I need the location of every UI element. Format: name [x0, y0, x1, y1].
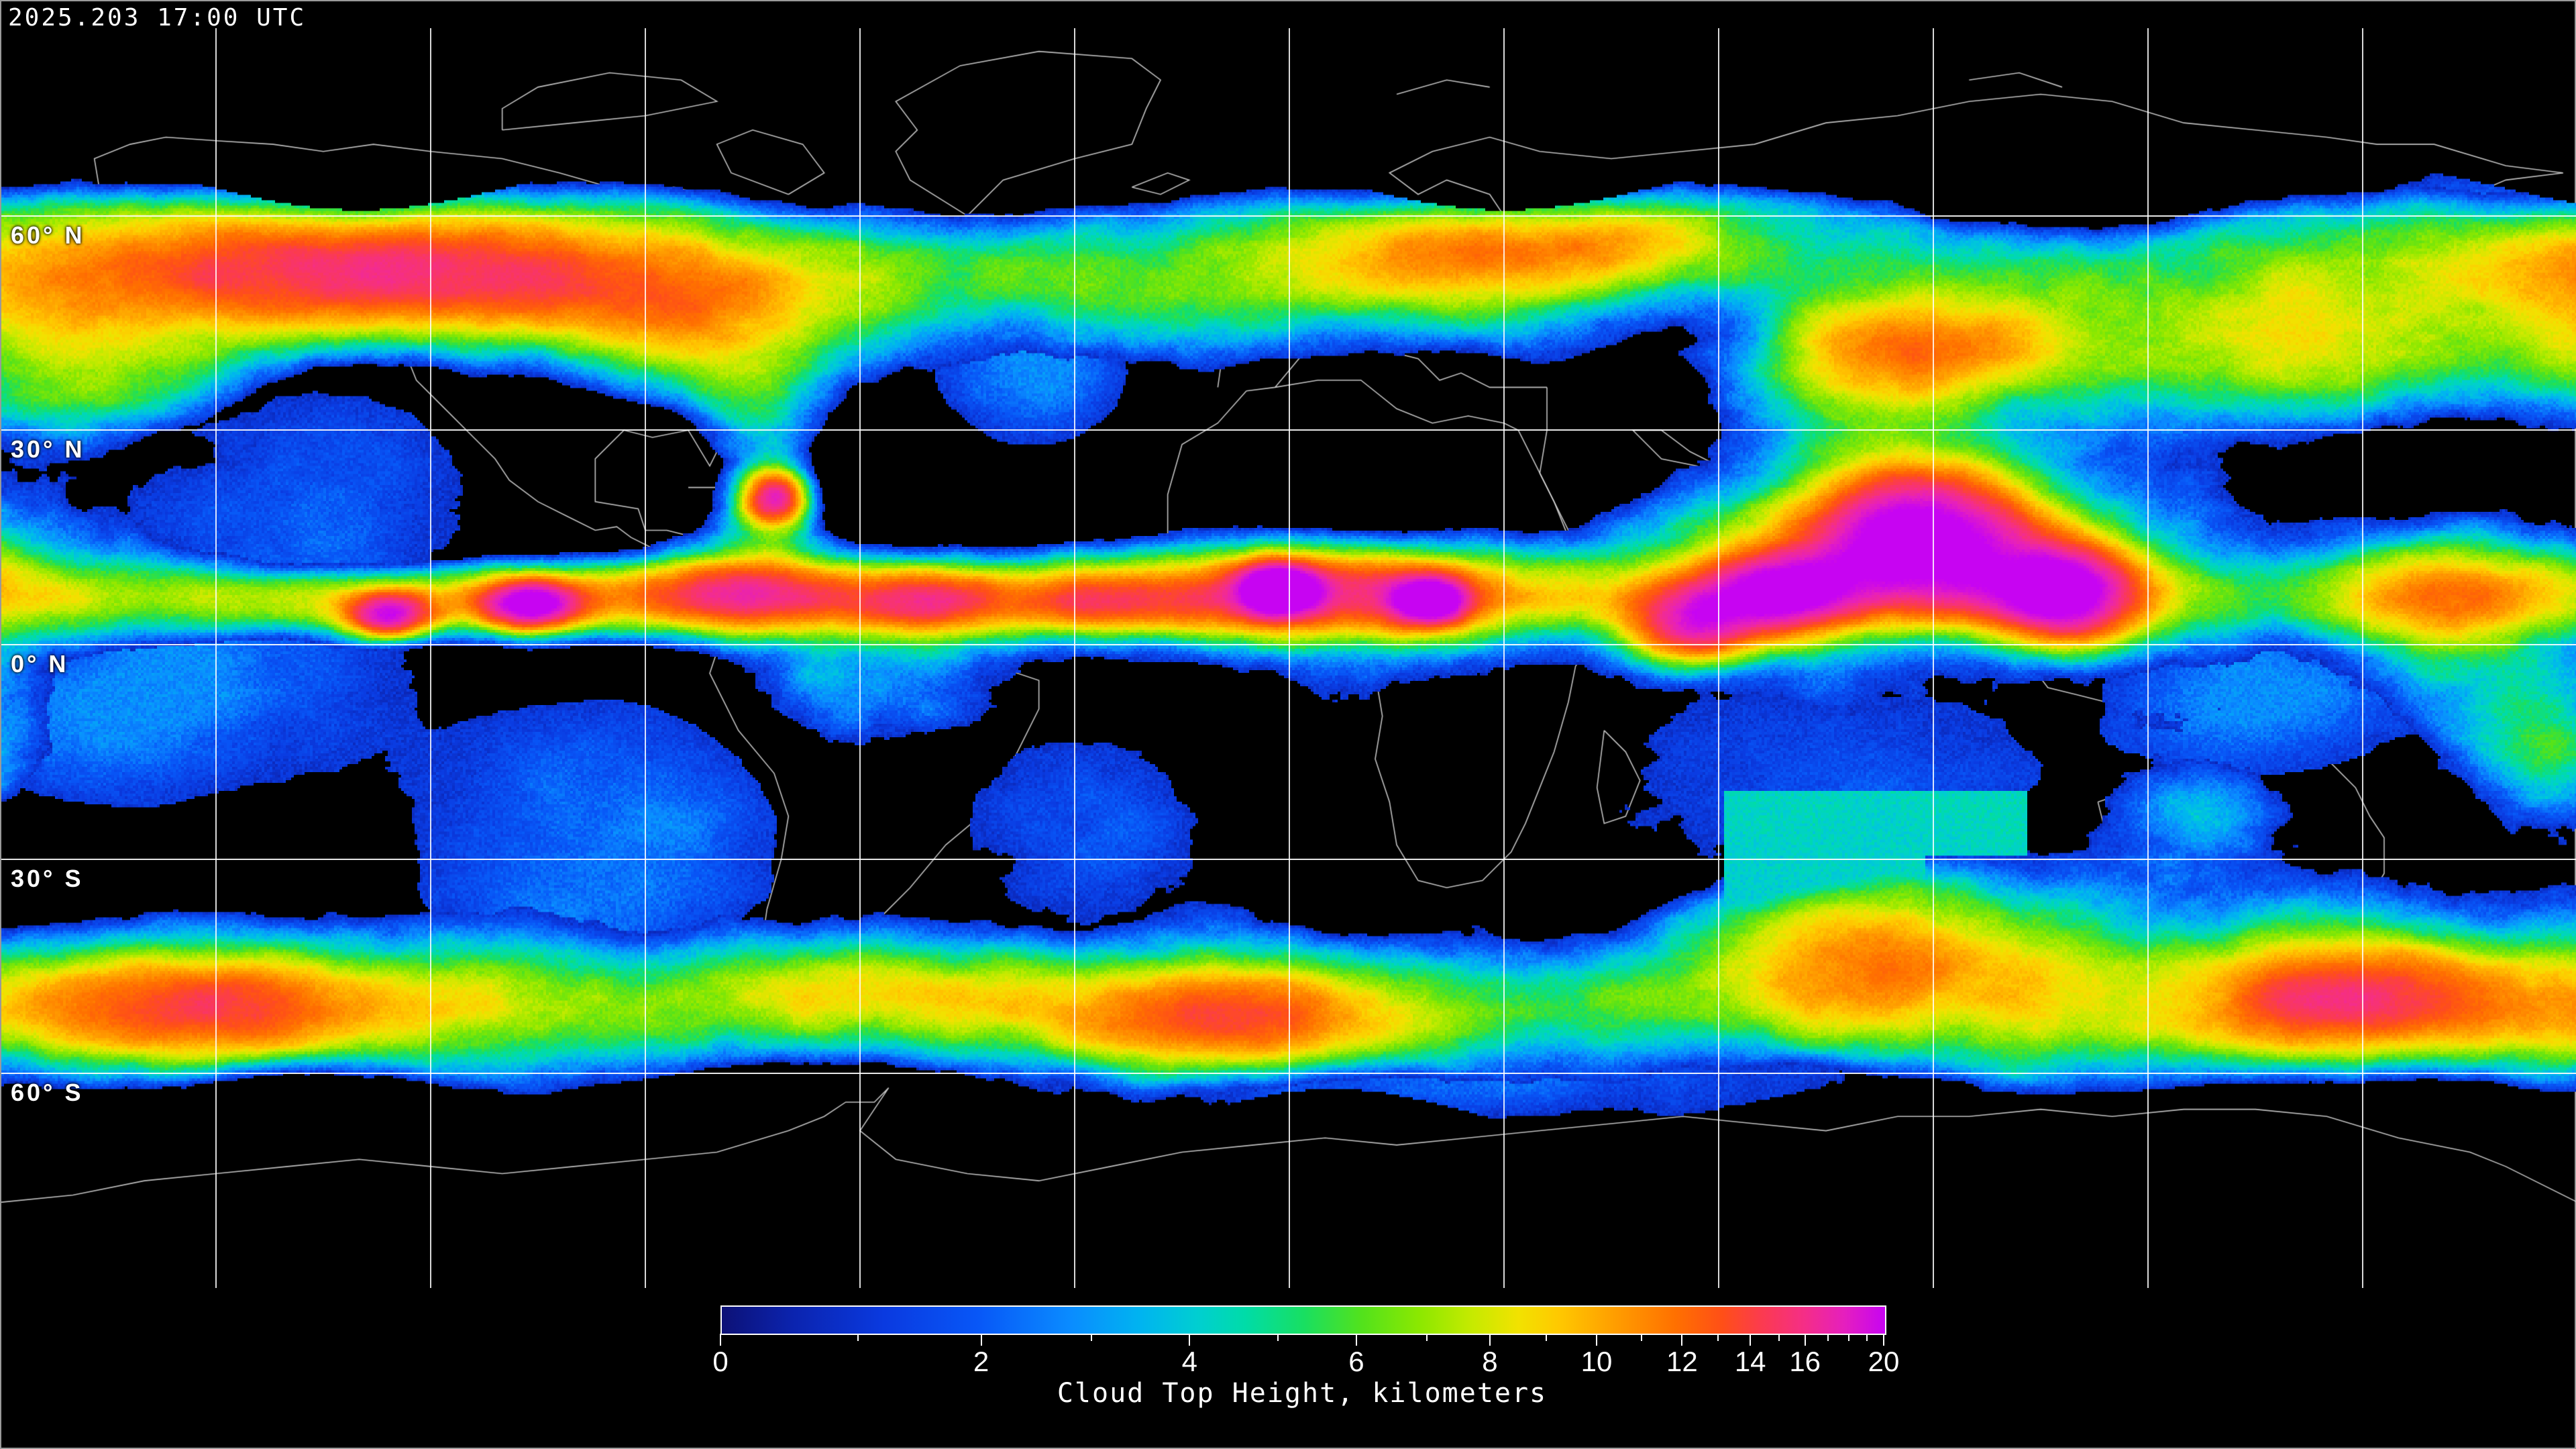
meridian-line — [1718, 28, 1719, 1288]
colorbar-minor-tick-15 — [1778, 1334, 1780, 1341]
meridian-line — [1074, 28, 1075, 1288]
colorbar-major-tick-16 — [1804, 1334, 1806, 1346]
parallel-line — [1, 1073, 2576, 1075]
colorbar-minor-tick-3 — [1090, 1334, 1092, 1341]
colorbar-title: Cloud Top Height, kilometers — [1057, 1378, 1548, 1409]
colorbar-major-tick-14 — [1750, 1334, 1752, 1346]
parallel-line — [1, 858, 2576, 860]
parallel-line — [1, 644, 2576, 645]
colorbar-major-tick-12 — [1681, 1334, 1683, 1346]
colorbar-major-tick-8 — [1489, 1334, 1491, 1346]
colorbar-tick-label-16: 16 — [1789, 1346, 1821, 1377]
colorbar-tick-label-2: 2 — [973, 1346, 989, 1377]
colorbar-minor-tick-1 — [857, 1334, 859, 1341]
colorbar-minor-tick-13 — [1717, 1334, 1719, 1341]
timestamp: 2025.203 17:00 UTC — [8, 4, 307, 32]
colorbar-tick-label-8: 8 — [1482, 1346, 1498, 1377]
colorbar: 0 2 4 6 8 10 12 14 16 20 Cloud Top Height, kilome… — [1, 1288, 2576, 1449]
meridian-line — [430, 28, 431, 1288]
meridian-line — [1503, 28, 1505, 1288]
colorbar-tick-label-6: 6 — [1348, 1346, 1364, 1377]
cloud-top-height-map: 60° N 30° N 0° N 30° S 60° S 2025.203 17:00 … — [1, 1, 2576, 1288]
latitude-label: 0° N — [11, 650, 69, 678]
meridian-line — [2362, 28, 2363, 1288]
colorbar-tick-label-20: 20 — [1868, 1346, 1900, 1377]
colorbar-major-tick-0 — [720, 1334, 721, 1346]
colorbar-major-tick-2 — [980, 1334, 982, 1346]
meridian-line — [2147, 28, 2149, 1288]
latitude-label: 30° S — [11, 864, 84, 892]
parallel-line — [1, 429, 2576, 431]
colorbar-major-tick-20 — [1883, 1334, 1884, 1346]
colorbar-minor-tick-7 — [1426, 1334, 1428, 1341]
colorbar-minor-tick-19 — [1866, 1334, 1868, 1341]
colorbar-minor-tick-11 — [1641, 1334, 1643, 1341]
colorbar-minor-tick-18 — [1847, 1334, 1849, 1341]
colorbar-minor-tick-9 — [1545, 1334, 1547, 1341]
colorbar-tick-label-14: 14 — [1734, 1346, 1766, 1377]
colorbar-major-tick-6 — [1355, 1334, 1357, 1346]
meridian-line — [1933, 28, 1934, 1288]
colorbar-tick-label-4: 4 — [1181, 1346, 1197, 1377]
colorbar-major-tick-4 — [1189, 1334, 1191, 1346]
meridian-line — [215, 28, 217, 1288]
meridian-line — [1289, 28, 1290, 1288]
colorbar-major-tick-10 — [1596, 1334, 1598, 1346]
parallel-line — [1, 215, 2576, 217]
colorbar-gradient — [720, 1305, 1886, 1335]
meridian-line — [859, 28, 861, 1288]
latitude-label: 60° N — [11, 221, 85, 249]
colorbar-minor-tick-17 — [1827, 1334, 1829, 1341]
colorbar-tick-label-10: 10 — [1580, 1346, 1613, 1377]
colorbar-tick-label-0: 0 — [712, 1346, 729, 1377]
meridian-line — [645, 28, 646, 1288]
latitude-label: 60° S — [11, 1079, 84, 1107]
colorbar-minor-tick-5 — [1277, 1334, 1279, 1341]
colorbar-tick-label-12: 12 — [1666, 1346, 1698, 1377]
latitude-label: 30° N — [11, 435, 85, 464]
